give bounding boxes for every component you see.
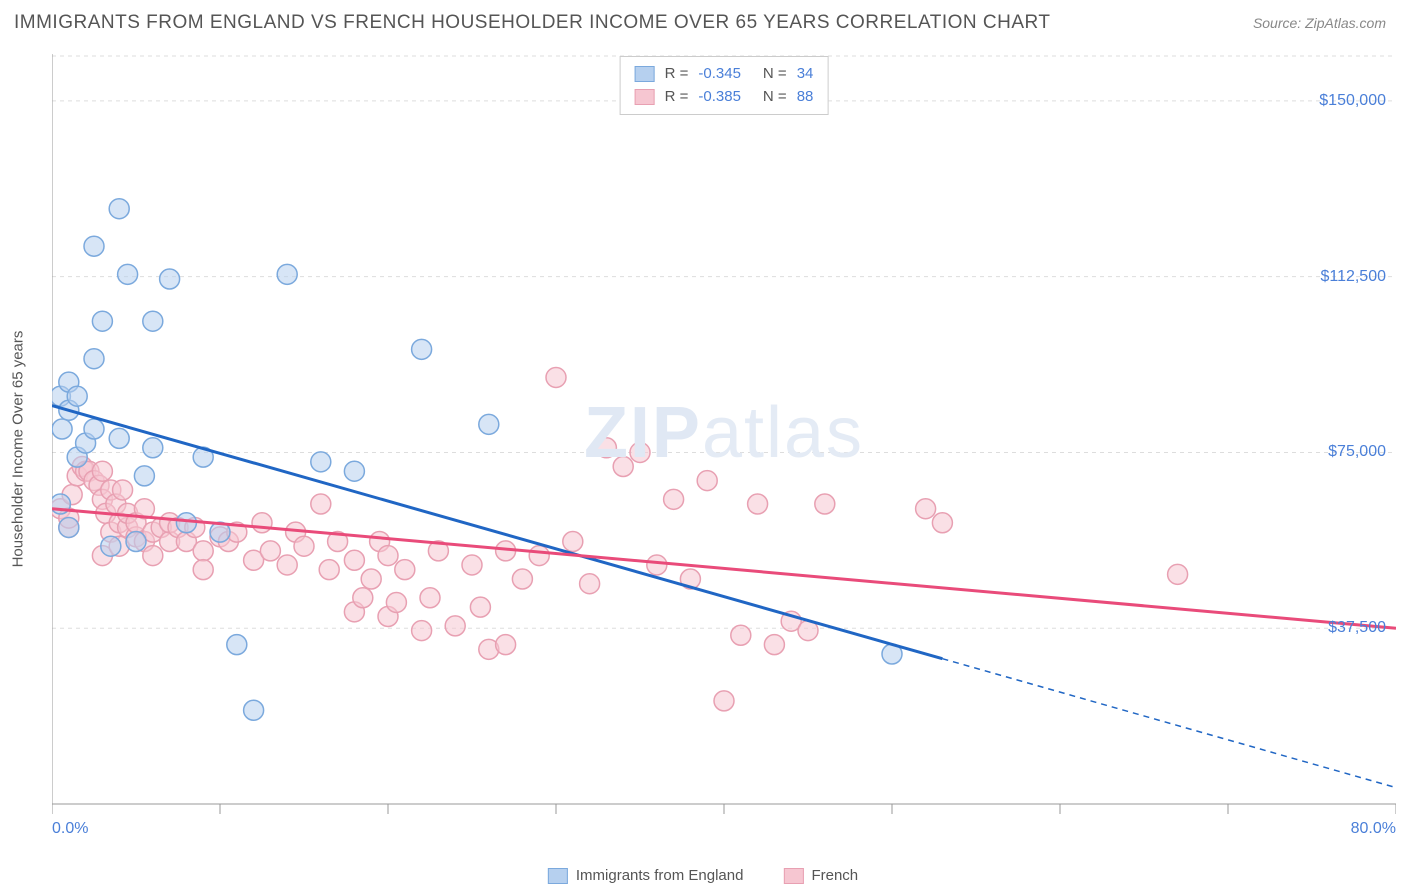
legend-swatch bbox=[635, 89, 655, 105]
y-tick-label: $75,000 bbox=[1328, 443, 1386, 461]
y-tick-label: $37,500 bbox=[1328, 619, 1386, 637]
legend-swatch bbox=[783, 868, 803, 884]
legend-n-value: 34 bbox=[797, 63, 814, 86]
correlation-legend: R = -0.345 N = 34 R = -0.385 N = 88 bbox=[620, 56, 829, 115]
series-legend: Immigrants from England French bbox=[548, 867, 858, 884]
legend-n-value: 88 bbox=[797, 86, 814, 109]
y-tick-label: $112,500 bbox=[1320, 268, 1386, 286]
legend-swatch bbox=[548, 868, 568, 884]
legend-r-label: R = bbox=[665, 63, 689, 86]
y-tick-label: $150,000 bbox=[1319, 92, 1386, 110]
legend-r-label: R = bbox=[665, 86, 689, 109]
scatter-plot bbox=[52, 54, 1396, 844]
legend-r-value: -0.345 bbox=[698, 63, 741, 86]
legend-n-label: N = bbox=[763, 86, 787, 109]
legend-stat-row: R = -0.385 N = 88 bbox=[635, 86, 814, 109]
legend-swatch bbox=[635, 66, 655, 82]
chart-header: IMMIGRANTS FROM ENGLAND VS FRENCH HOUSEH… bbox=[0, 0, 1406, 42]
legend-series-label: French bbox=[811, 867, 858, 884]
chart-container: Householder Income Over 65 years ZIPatla… bbox=[52, 54, 1396, 844]
chart-source: Source: ZipAtlas.com bbox=[1253, 15, 1386, 31]
x-tick-label: 80.0% bbox=[1351, 820, 1396, 838]
legend-n-label: N = bbox=[763, 63, 787, 86]
legend-series-item: Immigrants from England bbox=[548, 867, 744, 884]
legend-r-value: -0.385 bbox=[698, 86, 741, 109]
legend-series-label: Immigrants from England bbox=[576, 867, 744, 884]
legend-series-item: French bbox=[783, 867, 858, 884]
x-tick-label: 0.0% bbox=[52, 820, 88, 838]
chart-title: IMMIGRANTS FROM ENGLAND VS FRENCH HOUSEH… bbox=[14, 12, 1050, 34]
legend-stat-row: R = -0.345 N = 34 bbox=[635, 63, 814, 86]
y-axis-label: Householder Income Over 65 years bbox=[10, 331, 27, 568]
